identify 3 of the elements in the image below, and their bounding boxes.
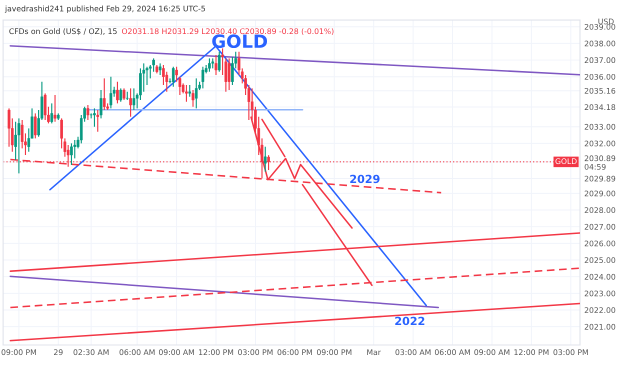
annotation: 2022 (395, 316, 424, 326)
annotation: 2029 (350, 174, 380, 184)
annotation: GOLD (212, 34, 268, 48)
